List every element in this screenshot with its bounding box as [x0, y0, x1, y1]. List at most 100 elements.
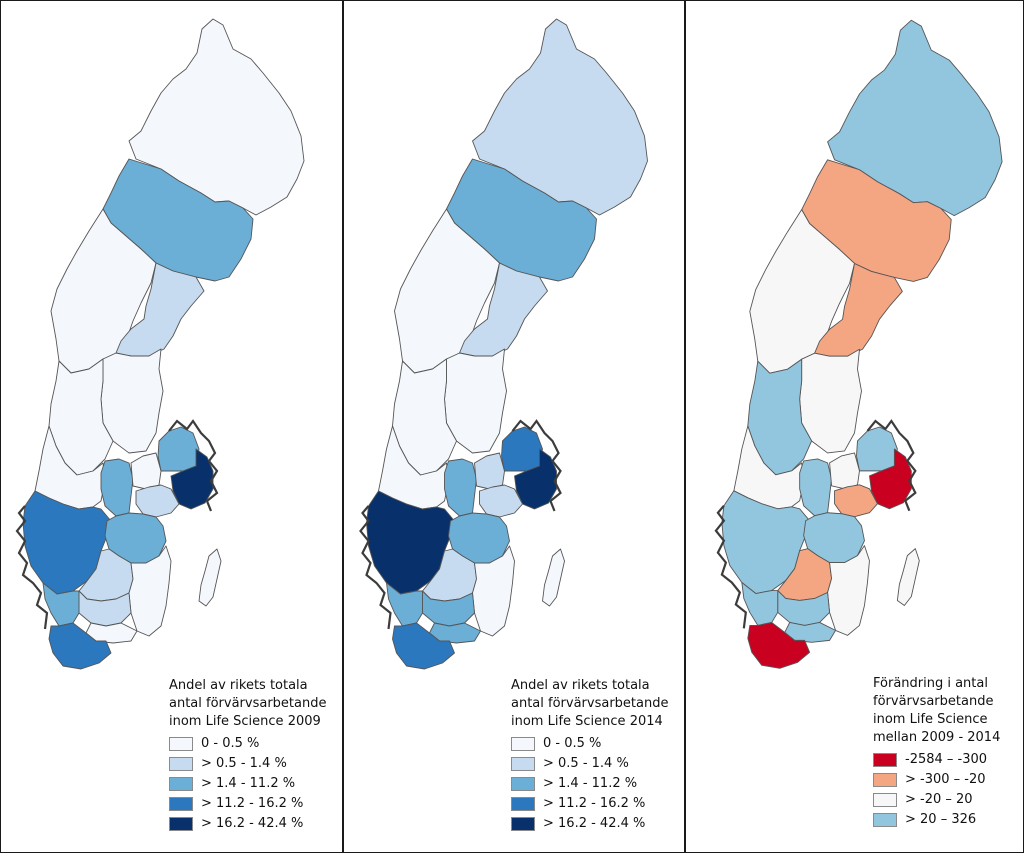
county-gotland [896, 548, 920, 606]
legend-item: 0 - 0.5 % [169, 734, 326, 754]
legend-label: > 16.2 - 42.4 % [201, 816, 304, 831]
county-orebro [799, 458, 833, 517]
legend-title-line: mellan 2009 - 2014 [873, 730, 1001, 745]
legend-title-line: Andel av rikets totala [169, 678, 308, 693]
legend-item: > -300 – -20 [873, 770, 1000, 790]
county-skane [747, 621, 811, 669]
legend-title-line: antal förvärvsarbetande [511, 696, 669, 711]
legend-item: > 16.2 - 42.4 % [511, 814, 668, 834]
legend-label: > 1.4 - 11.2 % [201, 776, 296, 791]
legend-item: > 1.4 - 11.2 % [169, 774, 326, 794]
sweden-map-change [714, 19, 1003, 669]
legend-title-line: inom Life Science 2014 [511, 714, 663, 729]
county-vastmanland [130, 452, 162, 490]
legend-item: > 11.2 - 16.2 % [169, 794, 326, 814]
county-kronoberg [777, 590, 831, 626]
legend-swatch [169, 777, 193, 791]
county-kalmar [827, 545, 870, 636]
county-halland [42, 582, 80, 627]
legend-label: > 11.2 - 16.2 % [201, 796, 304, 811]
county-kronoberg [422, 590, 475, 627]
legend-2014: Andel av rikets totala antal förvärvsarb… [511, 677, 668, 834]
county-vastmanland [474, 452, 505, 490]
county-varmland [733, 425, 805, 510]
legend-title-line: Andel av rikets totala [511, 678, 650, 693]
county-uppsala [157, 426, 200, 472]
county-varmland [378, 425, 449, 510]
county-halland [386, 582, 423, 627]
sweden-map-2009 [15, 18, 305, 670]
legend-item: -2584 – -300 [873, 750, 1000, 770]
county-skane [392, 622, 455, 670]
county-dalarna [392, 358, 457, 476]
legend-label: > 1.4 - 11.2 % [543, 776, 638, 791]
sweden-map-2014 [359, 18, 648, 670]
legend-item: > 16.2 - 42.4 % [169, 814, 326, 834]
county-orebro [100, 458, 134, 517]
coastline-detail [511, 419, 562, 512]
legend-label: > -20 – 20 [905, 792, 973, 807]
county-kalmar [128, 545, 172, 637]
coastline-detail [168, 419, 219, 512]
legend-item: > 11.2 - 16.2 % [511, 794, 668, 814]
legend-title-line: inom Life Science 2009 [169, 714, 321, 729]
legend-swatch [511, 777, 535, 791]
county-varmland [34, 425, 106, 510]
county-stockholm [514, 448, 557, 510]
legend-item: 0 - 0.5 % [511, 734, 668, 754]
county-orebro [444, 458, 477, 517]
legend-swatch [511, 757, 535, 771]
county-halland [741, 582, 779, 626]
legend-swatch [511, 737, 535, 751]
county-sodermanland [479, 484, 523, 518]
legend-title-line: Förändring i antal [873, 676, 988, 691]
legend-label: > 16.2 - 42.4 % [543, 816, 646, 831]
county-gotland [542, 548, 565, 607]
legend-item: > 20 – 326 [873, 810, 1000, 830]
coastline-detail [15, 505, 49, 630]
legend-label: 0 - 0.5 % [543, 736, 602, 751]
county-uppsala [856, 426, 898, 472]
legend-label: > 0.5 - 1.4 % [543, 756, 629, 771]
legend-item: > 0.5 - 1.4 % [169, 754, 326, 774]
county-stockholm [170, 448, 214, 510]
coastline-detail [359, 505, 392, 630]
legend-swatch [873, 773, 897, 787]
legend-swatch [169, 817, 193, 831]
county-vastmanland [829, 452, 860, 490]
legend-2009: Andel av rikets totala antal förvärvsarb… [169, 677, 326, 834]
county-dalarna [747, 358, 813, 476]
legend-title: Förändring i antal förvärvsarbetande ino… [873, 675, 1000, 747]
legend-item: > -20 – 20 [873, 790, 1000, 810]
legend-label: -2584 – -300 [905, 752, 988, 767]
county-uppsala [501, 426, 543, 472]
legend-title-line: antal förvärvsarbetande [169, 696, 327, 711]
legend-label: > 20 – 326 [905, 812, 977, 827]
legend-title-line: förvärvsarbetande [873, 694, 994, 709]
county-sodermanland [834, 484, 878, 518]
map-panel-2009: Andel av rikets totala antal förvärvsarb… [1, 1, 341, 852]
county-dalarna [48, 358, 114, 476]
legend-label: > 11.2 - 16.2 % [543, 796, 646, 811]
map-panel-2014: Andel av rikets totala antal förvärvsarb… [342, 1, 685, 852]
legend-change: Förändring i antal förvärvsarbetande ino… [873, 675, 1000, 830]
legend-swatch [873, 793, 897, 807]
legend-label: > -300 – -20 [905, 772, 986, 787]
coastline-detail [714, 505, 747, 629]
legend-item: > 1.4 - 11.2 % [511, 774, 668, 794]
legend-label: 0 - 0.5 % [201, 736, 260, 751]
county-skane [48, 622, 112, 670]
county-gotland [198, 548, 222, 607]
county-sodermanland [135, 484, 180, 518]
county-kronoberg [78, 590, 132, 627]
legend-swatch [169, 737, 193, 751]
county-kalmar [472, 545, 515, 637]
legend-swatch [169, 797, 193, 811]
county-stockholm [869, 448, 912, 510]
legend-item: > 0.5 - 1.4 % [511, 754, 668, 774]
legend-title-line: inom Life Science [873, 712, 988, 727]
legend-swatch [169, 757, 193, 771]
legend-swatch [873, 813, 897, 827]
legend-swatch [873, 753, 897, 767]
